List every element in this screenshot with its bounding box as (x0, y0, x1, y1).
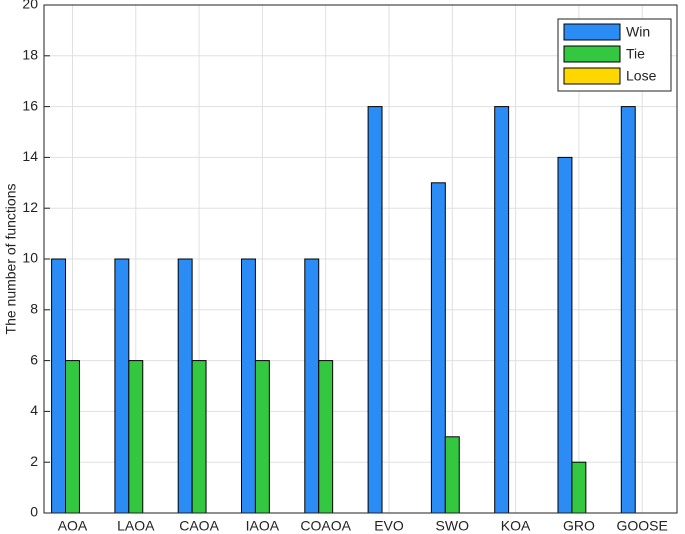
y-tick-label: 12 (22, 199, 38, 215)
y-tick-label: 18 (22, 47, 38, 63)
bar (444, 436, 460, 514)
bar (128, 360, 144, 514)
x-tick-label: SWO (436, 518, 470, 534)
bar (51, 258, 67, 514)
bar (430, 182, 446, 514)
y-tick-label: 8 (30, 301, 38, 317)
bar (240, 258, 256, 514)
x-tick-label: AOA (58, 518, 88, 534)
bar (191, 360, 207, 514)
y-tick-label: 0 (30, 504, 38, 520)
y-tick-label: 4 (30, 402, 38, 418)
y-tick-label: 20 (22, 0, 38, 12)
bar (620, 106, 636, 514)
bar (318, 360, 334, 514)
bar (114, 258, 130, 514)
y-tick-label: 2 (30, 453, 38, 469)
bar (65, 360, 80, 514)
bar (304, 258, 320, 514)
x-tick-label: EVO (374, 518, 404, 534)
axes-box (43, 4, 678, 514)
x-tick-label: GRO (563, 518, 595, 534)
x-tick-label: LAOA (117, 518, 155, 534)
x-tick-label: KOA (501, 518, 531, 534)
y-axis-label: The number of functions (3, 184, 19, 335)
bar (367, 106, 383, 514)
y-tick-label: 10 (22, 250, 38, 266)
legend-swatch (563, 67, 621, 85)
bar (177, 258, 193, 514)
legend-label: Win (626, 24, 650, 40)
legend-swatch (563, 23, 621, 41)
bar (571, 461, 587, 514)
y-tick-label: 14 (22, 148, 38, 164)
bar (254, 360, 270, 514)
y-tick-label: 6 (30, 351, 38, 367)
x-tick-label: IAOA (246, 518, 280, 534)
y-tick-label: 16 (22, 97, 38, 113)
x-tick-label: COAOA (300, 518, 351, 534)
legend-swatch (563, 45, 621, 63)
bar (557, 156, 573, 514)
x-tick-label: CAOA (179, 518, 219, 534)
legend-label: Lose (626, 68, 657, 84)
x-tick-label: GOOSE (617, 518, 668, 534)
legend-label: Tie (626, 46, 645, 62)
bar (494, 106, 510, 514)
